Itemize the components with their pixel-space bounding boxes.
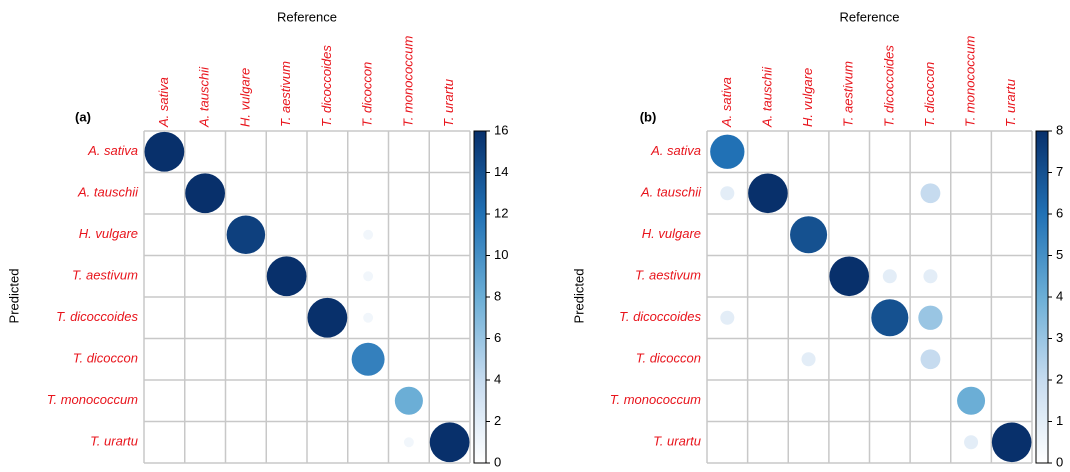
- colorbar-tick-label: 4: [494, 371, 501, 386]
- x-tick-label: A. tauschii: [197, 66, 212, 128]
- x-tick-label: T. aestivum: [278, 61, 293, 127]
- y-tick-label: T. monococcum: [47, 392, 138, 407]
- colorbar-tick-label: 4: [1056, 288, 1063, 303]
- y-tick-label: H. vulgare: [642, 226, 701, 241]
- y-tick-label: T. dicoccon: [73, 351, 138, 366]
- bubble: [720, 186, 735, 201]
- y-tick-label: A. tauschii: [640, 185, 702, 200]
- y-tick-label: T. dicoccoides: [56, 309, 138, 324]
- bubble: [351, 342, 385, 376]
- colorbar-tick-label: 7: [1056, 164, 1063, 179]
- bubble: [144, 131, 185, 172]
- bubble: [710, 134, 745, 169]
- colorbar-tick-label: 3: [1056, 330, 1063, 345]
- colorbar-tick-label: 2: [1056, 371, 1063, 386]
- colorbar-tick-label: 0: [494, 454, 501, 467]
- bubble: [403, 437, 414, 448]
- bubble: [801, 352, 816, 367]
- bubble: [829, 256, 869, 297]
- panel-label: (a): [75, 109, 91, 124]
- x-tick-label: A. tauschii: [759, 66, 774, 128]
- bubble: [226, 215, 266, 254]
- colorbar-tick-label: 8: [1056, 122, 1063, 137]
- y-tick-label: T. dicoccon: [636, 351, 701, 366]
- colorbar-tick-label: 16: [494, 122, 508, 137]
- colorbar-tick-label: 6: [1056, 205, 1063, 220]
- bubble: [429, 422, 470, 463]
- x-tick-label: H. vulgare: [800, 68, 815, 127]
- colorbar-tick-label: 10: [494, 247, 508, 262]
- colorbar-tick-label: 6: [494, 330, 501, 345]
- x-tick-label: T. dicoccon: [922, 62, 937, 127]
- x-tick-label: T. dicoccoides: [881, 45, 896, 127]
- bubble: [790, 216, 828, 254]
- bubble: [923, 269, 938, 284]
- bubble: [957, 386, 986, 415]
- bubble: [920, 349, 941, 370]
- y-axis-title: Predicted: [6, 269, 21, 324]
- x-tick-label: H. vulgare: [237, 68, 252, 127]
- x-axis-title: Reference: [277, 9, 337, 24]
- colorbar-tick-label: 2: [494, 413, 501, 428]
- y-tick-label: T. urartu: [90, 434, 138, 449]
- x-tick-label: T. urartu: [441, 79, 456, 127]
- bubble: [266, 256, 307, 297]
- bubble: [720, 310, 735, 325]
- y-tick-label: T. aestivum: [72, 268, 138, 283]
- y-tick-label: A. tauschii: [77, 185, 139, 200]
- bubble: [185, 173, 225, 214]
- bubble: [394, 386, 423, 415]
- bubble: [964, 435, 979, 450]
- colorbar-tick-label: 1: [1056, 413, 1063, 428]
- y-tick-label: T. urartu: [653, 434, 701, 449]
- colorbar: [1035, 130, 1049, 464]
- bubble: [871, 299, 909, 337]
- x-tick-label: T. monococcum: [963, 36, 978, 127]
- bubble: [363, 271, 374, 282]
- bubble: [918, 305, 943, 330]
- y-tick-label: A. sativa: [87, 143, 138, 158]
- bubble: [363, 229, 374, 240]
- x-tick-label: T. urartu: [1003, 79, 1018, 127]
- colorbar-tick-label: 12: [494, 205, 508, 220]
- colorbar-tick-label: 5: [1056, 247, 1063, 262]
- x-tick-label: T. dicoccoides: [319, 45, 334, 127]
- bubble: [920, 183, 941, 204]
- y-tick-label: T. dicoccoides: [619, 309, 701, 324]
- x-tick-label: T. dicoccon: [360, 62, 375, 127]
- y-axis-title: Predicted: [571, 269, 586, 324]
- x-tick-label: A. sativa: [719, 77, 734, 128]
- x-tick-label: T. aestivum: [841, 61, 856, 127]
- colorbar-tick-label: 0: [1056, 454, 1063, 467]
- bubble: [991, 422, 1032, 463]
- bubble: [748, 173, 788, 214]
- bubble: [363, 312, 374, 323]
- y-tick-label: T. monococcum: [610, 392, 701, 407]
- x-tick-label: A. sativa: [156, 77, 171, 128]
- bubble: [882, 269, 897, 284]
- y-tick-label: H. vulgare: [79, 226, 138, 241]
- x-axis-title: Reference: [840, 9, 900, 24]
- colorbar: [473, 130, 487, 464]
- x-tick-label: T. monococcum: [400, 36, 415, 127]
- y-tick-label: T. aestivum: [635, 268, 701, 283]
- y-tick-label: A. sativa: [650, 143, 701, 158]
- colorbar-tick-label: 8: [494, 288, 501, 303]
- panel-label: (b): [640, 109, 657, 124]
- colorbar-tick-label: 14: [494, 164, 508, 179]
- bubble: [307, 297, 348, 338]
